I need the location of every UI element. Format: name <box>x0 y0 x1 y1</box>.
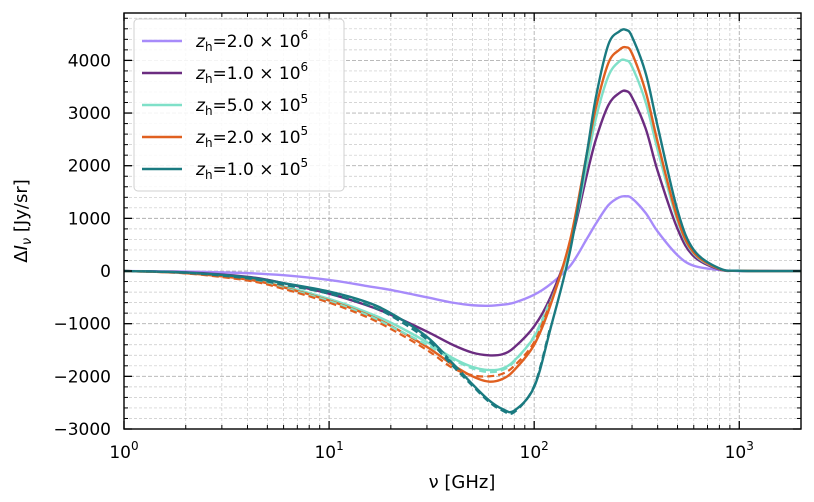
y-tick-label: 4000 <box>68 51 111 71</box>
x-axis-label-symbol: ν [GHz] <box>429 472 496 493</box>
legend-label-1: zh=1.0 × 106 <box>195 60 308 86</box>
x-tick-label: 100 <box>109 439 138 463</box>
legend-label-0: zh=2.0 × 106 <box>195 28 308 54</box>
x-tick-label: 102 <box>520 439 549 463</box>
legend-label-3: zh=2.0 × 105 <box>195 124 308 150</box>
y-tick-label: 3000 <box>68 104 111 124</box>
dashed-series-line-2 <box>124 269 552 416</box>
x-axis-label: ν [GHz] <box>429 472 496 493</box>
legend-label-4: zh=1.0 × 105 <box>195 156 308 182</box>
plot-frame <box>123 12 802 430</box>
y-tick-label: −2000 <box>53 367 111 387</box>
y-tick-label: 0 <box>100 262 111 282</box>
y-tick-label: 1000 <box>68 209 111 229</box>
x-tick-label: 101 <box>314 439 343 463</box>
series-line-0 <box>124 194 801 308</box>
legend-box <box>133 18 345 192</box>
series-line-4 <box>124 28 801 414</box>
legend-label-2: zh=5.0 × 105 <box>195 92 308 118</box>
tick-labels: 100 101 102 103 −3000 −2000 −1000 0 1000 2000 3000… <box>53 51 753 463</box>
y-tick-label: −3000 <box>53 420 111 440</box>
y-tick-label: −1000 <box>53 315 111 335</box>
x-tick-label: 103 <box>725 439 754 463</box>
curves <box>124 28 801 416</box>
dashed-series-line-1 <box>124 269 552 378</box>
y-tick-label: 2000 <box>68 157 111 177</box>
dashed-series-line-0 <box>124 269 552 374</box>
y-axis-label: ΔIν [Jy/sr] <box>11 179 35 262</box>
legend: zh=2.0 × 106 zh=1.0 × 106 zh=5.0 × 105 zh=2… <box>133 18 345 192</box>
